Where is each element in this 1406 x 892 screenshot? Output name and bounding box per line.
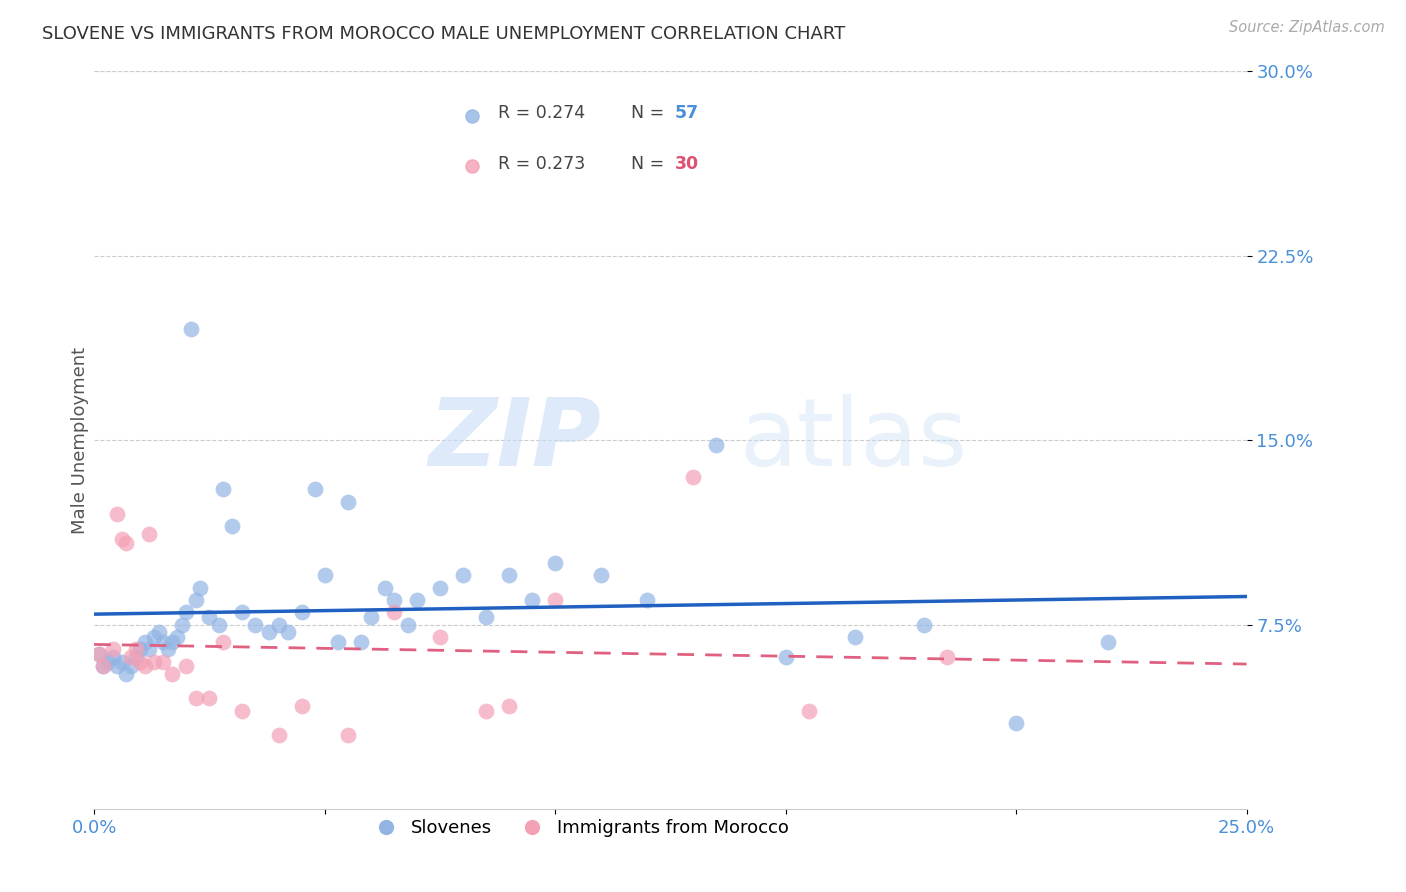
Point: [207, 617, 229, 632]
Point: [176, 605, 198, 619]
Point: [429, 581, 451, 595]
Point: [405, 593, 427, 607]
Point: [97, 655, 120, 669]
Point: [267, 728, 290, 742]
Point: [912, 617, 935, 632]
Point: [360, 610, 382, 624]
Point: [138, 526, 160, 541]
Point: [682, 470, 704, 484]
Point: [152, 655, 174, 669]
Point: [844, 630, 866, 644]
Point: [120, 649, 142, 664]
Point: [129, 642, 152, 657]
Point: [120, 659, 142, 673]
Point: [111, 655, 134, 669]
Legend: Slovenes, Immigrants from Morocco: Slovenes, Immigrants from Morocco: [360, 812, 796, 845]
Point: [290, 698, 312, 713]
Point: [475, 704, 498, 718]
Point: [212, 483, 235, 497]
Point: [277, 625, 299, 640]
Point: [93, 659, 115, 673]
Point: [166, 630, 188, 644]
Point: [328, 635, 350, 649]
Point: [87, 647, 110, 661]
Point: [304, 483, 326, 497]
Point: [134, 635, 156, 649]
Point: [374, 581, 396, 595]
Point: [706, 438, 728, 452]
Point: [498, 698, 520, 713]
Point: [162, 635, 184, 649]
Point: [498, 568, 520, 582]
Point: [184, 691, 207, 706]
Point: [1097, 635, 1119, 649]
Point: [143, 630, 166, 644]
Point: [101, 642, 124, 657]
Point: [221, 519, 243, 533]
Point: [156, 642, 179, 657]
Point: [138, 642, 160, 657]
Text: Source: ZipAtlas.com: Source: ZipAtlas.com: [1229, 20, 1385, 35]
Point: [124, 649, 146, 664]
Point: [429, 630, 451, 644]
Point: [520, 593, 543, 607]
Point: [176, 659, 198, 673]
Point: [350, 635, 373, 649]
Point: [143, 655, 166, 669]
Point: [1005, 716, 1028, 731]
Point: [184, 593, 207, 607]
Point: [259, 625, 281, 640]
Point: [162, 666, 184, 681]
Point: [336, 728, 359, 742]
Point: [636, 593, 658, 607]
Text: ZIP: ZIP: [429, 394, 602, 486]
Point: [451, 568, 474, 582]
Point: [101, 649, 124, 664]
Point: [105, 659, 128, 673]
Point: [591, 568, 613, 582]
Point: [797, 704, 820, 718]
Point: [148, 625, 170, 640]
Point: [93, 659, 115, 673]
Point: [544, 556, 567, 570]
Point: [475, 610, 498, 624]
Point: [170, 617, 193, 632]
Point: [129, 655, 152, 669]
Point: [188, 581, 211, 595]
Point: [198, 691, 221, 706]
Point: [231, 704, 253, 718]
Point: [245, 617, 267, 632]
Point: [336, 494, 359, 508]
Text: SLOVENE VS IMMIGRANTS FROM MOROCCO MALE UNEMPLOYMENT CORRELATION CHART: SLOVENE VS IMMIGRANTS FROM MOROCCO MALE …: [42, 25, 845, 43]
Point: [152, 635, 174, 649]
Point: [935, 649, 957, 664]
Point: [134, 659, 156, 673]
Point: [231, 605, 253, 619]
Point: [180, 322, 202, 336]
Point: [544, 593, 567, 607]
Point: [111, 532, 134, 546]
Point: [382, 593, 405, 607]
Point: [87, 647, 110, 661]
Point: [775, 649, 797, 664]
Point: [115, 666, 138, 681]
Point: [267, 617, 290, 632]
Point: [396, 617, 419, 632]
Text: atlas: atlas: [740, 394, 967, 486]
Point: [124, 642, 146, 657]
Point: [314, 568, 336, 582]
Point: [290, 605, 312, 619]
Point: [115, 536, 138, 550]
Point: [105, 507, 128, 521]
Point: [212, 635, 235, 649]
Point: [382, 605, 405, 619]
Y-axis label: Male Unemployment: Male Unemployment: [72, 346, 89, 533]
Point: [198, 610, 221, 624]
